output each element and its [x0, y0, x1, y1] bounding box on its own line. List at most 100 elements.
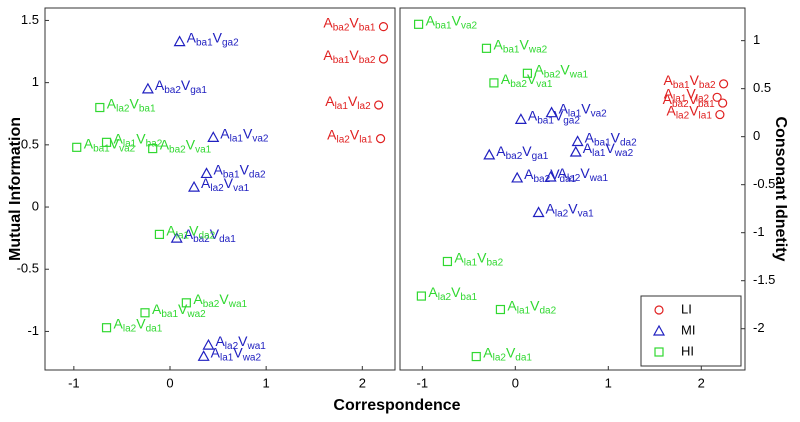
marker-square	[95, 102, 105, 113]
marker-triangle	[571, 135, 584, 147]
x-tick-label: 0	[166, 375, 173, 390]
x-tick-label: 1	[263, 375, 270, 390]
point-label: Aba1Vga2	[528, 107, 580, 126]
y-tick-label: 0.5	[21, 136, 39, 151]
y-tick-label: -0.5	[753, 176, 775, 191]
point-label: Aba2Vga1	[496, 143, 548, 162]
marker-square	[481, 43, 492, 53]
point-label: Aba1Vwa2	[152, 300, 206, 319]
point-label: Ala2Vba1	[107, 95, 156, 114]
marker-circle	[374, 100, 384, 110]
marker-square	[654, 347, 664, 357]
x-tick-label: 0	[512, 375, 519, 390]
legend-label: MI	[681, 322, 695, 337]
point-label: Aba2Vda1	[184, 226, 236, 245]
marker-triangle	[173, 35, 186, 47]
point-label: Ala1Vva2	[220, 125, 269, 144]
point-label: Aba1Vba2	[323, 47, 375, 66]
marker-triangle	[532, 206, 545, 218]
point-label: Ala1Vla2	[325, 93, 371, 112]
marker-square	[416, 291, 426, 301]
y-tick-label: 0	[753, 128, 760, 143]
marker-square	[413, 19, 424, 29]
marker-triangle	[511, 171, 524, 183]
point-label: Ala1Vva2	[559, 100, 608, 119]
marker-circle	[718, 98, 728, 108]
point-label: Aba2Vba1	[663, 91, 715, 110]
marker-square	[495, 304, 506, 315]
point-label: Ala2Vda1	[114, 315, 163, 334]
y-tick-label: 1.5	[21, 12, 39, 27]
point-label: Ala2Vwa1	[215, 333, 266, 352]
y-tick-label: 1	[753, 32, 760, 47]
y-tick-label: 0.5	[753, 80, 771, 95]
point-label: Aba1Vba2	[664, 72, 716, 91]
marker-triangle	[652, 324, 666, 336]
plot-frame	[44, 7, 396, 371]
marker-circle	[715, 109, 725, 120]
marker-triangle	[569, 145, 582, 157]
point-label: Ala2Vla1	[327, 126, 373, 145]
marker-triangle	[141, 82, 154, 94]
point-label: Aba2Vwa1	[534, 61, 588, 80]
y-tick-label: 1	[32, 74, 39, 89]
point-label: Aba2Vva1	[160, 136, 212, 155]
y-tick-label: -1.5	[753, 272, 775, 287]
y-tick-label: -2	[753, 320, 765, 335]
point-label: Aba2Vva1	[501, 71, 553, 90]
point-label: Aba2Vba1	[323, 14, 375, 33]
marker-triangle	[544, 170, 557, 182]
marker-square	[489, 78, 499, 88]
legend-label: HI	[681, 343, 694, 358]
point-label: Ala1Vba2	[454, 249, 503, 268]
point-label: Ala2Vva1	[201, 175, 250, 194]
x-tick-label: 2	[698, 375, 705, 390]
marker-circle	[654, 305, 664, 315]
point-label: Ala1Vda2	[507, 297, 556, 316]
point-label: Ala1Vwa2	[583, 140, 634, 159]
x-tick-label: -1	[417, 375, 429, 390]
marker-triangle	[170, 231, 183, 243]
marker-square	[181, 298, 191, 308]
point-label: Aba1Vda2	[585, 129, 637, 148]
marker-triangle	[545, 106, 558, 118]
y-tick-label: -1	[27, 323, 39, 338]
marker-circle	[712, 92, 722, 102]
point-label: Ala1Vba2	[114, 130, 163, 149]
point-label: Ala2Vba1	[428, 284, 477, 303]
marker-square	[522, 68, 532, 78]
y-tick-label: -0.5	[17, 261, 39, 276]
point-label: Ala1Vla2	[664, 85, 710, 104]
marker-circle	[719, 79, 729, 89]
point-label: Aba1Vva2	[426, 12, 478, 31]
marker-triangle	[188, 180, 201, 192]
point-label: Aba1Vga2	[187, 29, 239, 48]
point-label: Ala1Vwa2	[211, 344, 262, 363]
marker-triangle	[202, 338, 215, 350]
marker-square	[471, 351, 481, 362]
x-tick-label: 1	[605, 375, 612, 390]
marker-triangle	[483, 148, 496, 160]
plot-frame	[399, 7, 746, 371]
x-tick-label: -1	[68, 375, 80, 390]
point-label: Aba1Vwa2	[493, 36, 547, 55]
marker-square	[101, 323, 112, 333]
point-label: Aba1Vda2	[214, 161, 266, 180]
point-label: Ala2Vla1	[666, 102, 712, 121]
marker-square	[442, 256, 453, 267]
marker-triangle	[200, 167, 213, 179]
marker-circle	[378, 54, 389, 64]
point-label: Ala1Vda2	[166, 222, 215, 241]
legend-box	[640, 295, 742, 367]
legend-label: LI	[681, 301, 692, 316]
point-label: Aba2Vwa1	[193, 291, 247, 310]
y-tick-label: 0	[32, 198, 39, 213]
marker-circle	[375, 134, 386, 144]
marker-square	[148, 143, 158, 154]
x-axis-label: Correspondence	[333, 397, 460, 414]
marker-square	[140, 308, 150, 318]
marker-triangle	[197, 350, 210, 361]
y-tick-label: -1	[753, 224, 765, 239]
marker-triangle	[207, 131, 220, 142]
